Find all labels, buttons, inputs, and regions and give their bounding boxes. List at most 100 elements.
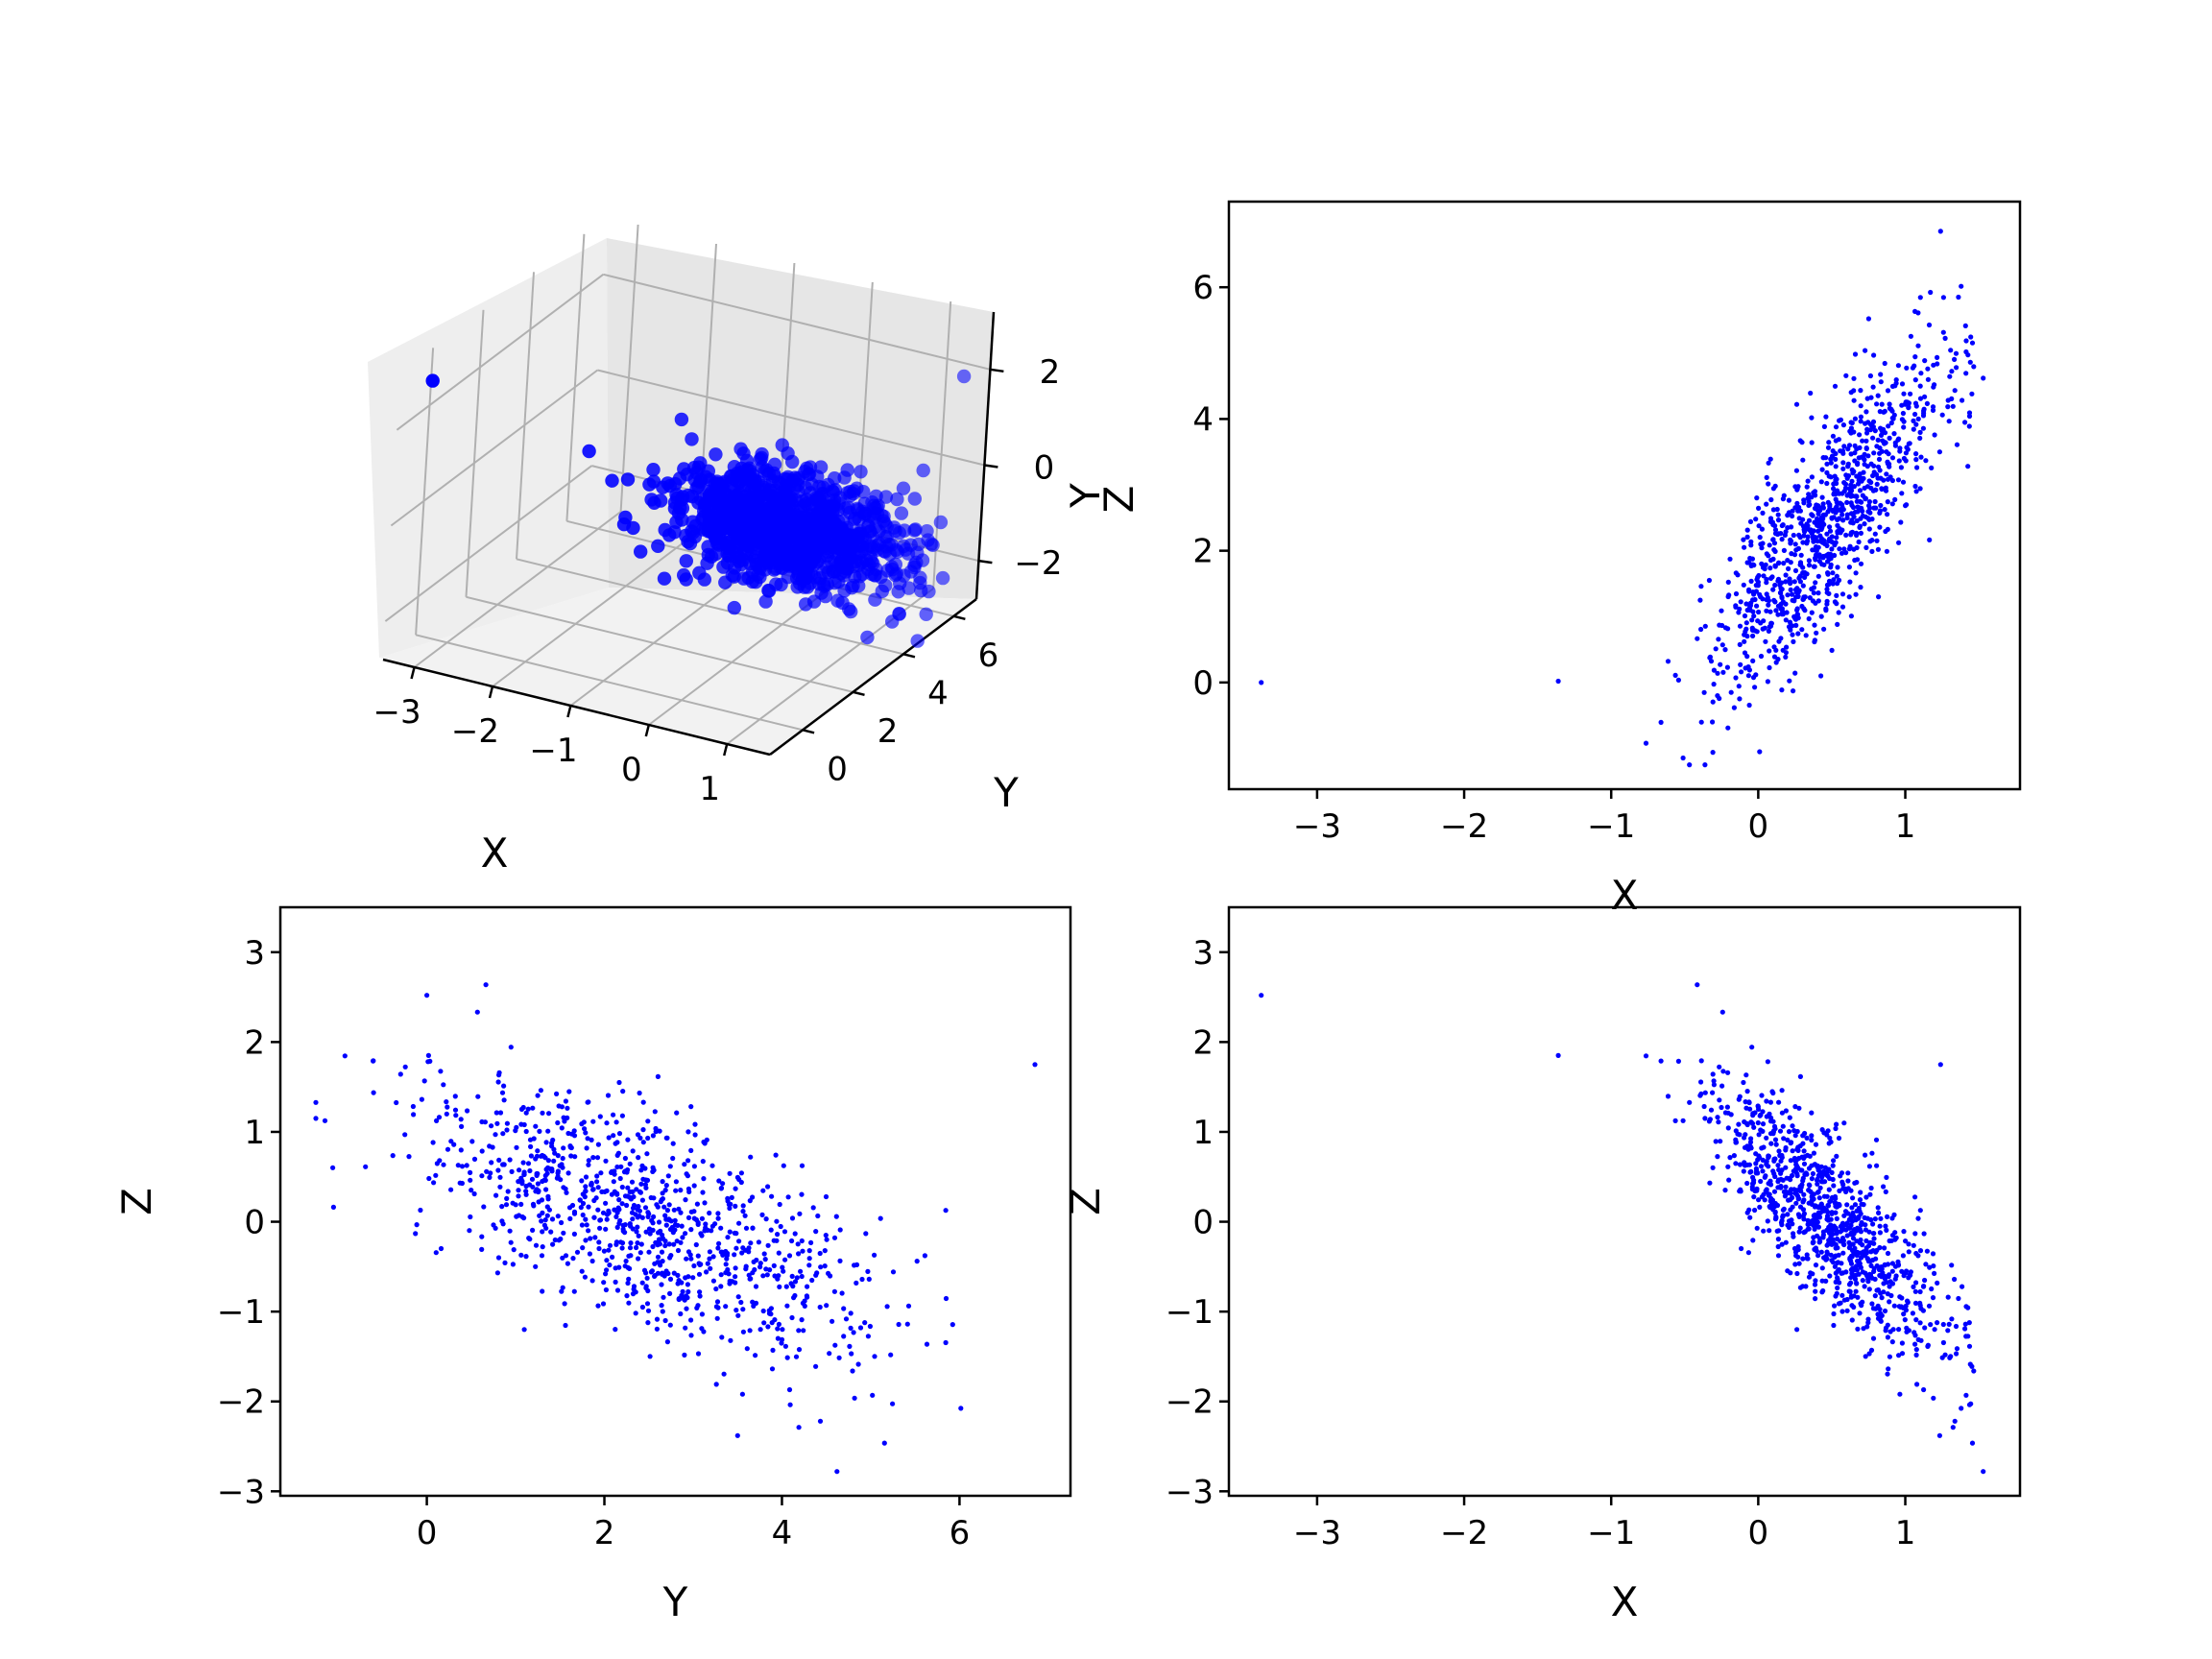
data-point-panel-yz bbox=[636, 1155, 641, 1161]
data-point-panel-yz bbox=[444, 1099, 449, 1105]
data-point-panel-yz bbox=[583, 1130, 589, 1136]
data-point-3d bbox=[651, 539, 665, 553]
data-point-panel-xz bbox=[1701, 1103, 1707, 1110]
data-point-panel-yz bbox=[775, 1335, 781, 1341]
data-point-panel-yz bbox=[630, 1216, 636, 1222]
data-point-panel-xy bbox=[1859, 499, 1864, 505]
data-point-panel-xz bbox=[1839, 1261, 1844, 1266]
data-point-panel-xy bbox=[1789, 551, 1794, 557]
data-point-panel-xz bbox=[1750, 1238, 1756, 1243]
data-point-panel-xz bbox=[1833, 1245, 1839, 1251]
data-point-panel-yz bbox=[613, 1241, 619, 1247]
data-point-3d bbox=[903, 565, 919, 579]
data-point-panel-yz bbox=[589, 1180, 594, 1186]
data-point-panel-yz bbox=[495, 1255, 502, 1261]
data-point-panel-xy bbox=[1847, 543, 1853, 549]
data-point-panel-yz bbox=[638, 1181, 644, 1187]
data-point-panel-xy bbox=[1954, 365, 1960, 371]
data-point-panel-xy bbox=[1753, 517, 1759, 522]
data-point-panel-xz bbox=[1839, 1270, 1844, 1276]
data-point-panel-xy bbox=[1895, 363, 1901, 369]
data-point-panel-xy bbox=[1783, 601, 1789, 607]
data-point-panel-xz bbox=[1783, 1108, 1789, 1114]
data-point-panel-xz bbox=[1775, 1163, 1781, 1168]
data-point-panel-xz bbox=[1852, 1276, 1859, 1282]
data-point-panel-xy bbox=[1905, 446, 1911, 452]
data-point-panel-xz bbox=[1899, 1351, 1906, 1357]
data-point-panel-xy bbox=[1817, 508, 1823, 514]
data-point-panel-xy bbox=[1806, 502, 1812, 509]
data-point-panel-xy bbox=[1738, 661, 1743, 667]
data-point-3d bbox=[875, 584, 889, 599]
data-point-panel-yz bbox=[692, 1121, 698, 1127]
data-point-panel-yz bbox=[611, 1179, 616, 1185]
data-point-panel-xy bbox=[1783, 572, 1789, 578]
data-point-panel-yz bbox=[493, 1132, 498, 1138]
data-point-panel-xy bbox=[1833, 438, 1839, 444]
data-point-panel-yz bbox=[629, 1179, 636, 1185]
data-point-panel-xz bbox=[1960, 1284, 1965, 1289]
data-point-panel-xy bbox=[1915, 343, 1921, 349]
data-point-panel-xz bbox=[1725, 1164, 1731, 1169]
data-point-panel-xy bbox=[1858, 414, 1863, 420]
data-point-panel-xz bbox=[1835, 1275, 1840, 1281]
data-point-panel-xz bbox=[1959, 1406, 1964, 1411]
data-point-panel-xz bbox=[1826, 1187, 1832, 1192]
data-point-panel-yz bbox=[627, 1194, 633, 1200]
data-point-panel-xz bbox=[1717, 1064, 1722, 1070]
data-point-panel-xz bbox=[1756, 1153, 1762, 1159]
grid-line-3d bbox=[384, 465, 593, 622]
data-point-panel-yz bbox=[637, 1090, 642, 1096]
data-point-panel-yz bbox=[797, 1211, 803, 1216]
data-point-panel-yz bbox=[419, 1096, 424, 1102]
data-point-panel-xz bbox=[1813, 1262, 1819, 1268]
data-point-3d bbox=[824, 554, 838, 569]
data-point-3d bbox=[767, 457, 782, 471]
data-point-panel-yz bbox=[561, 1115, 566, 1120]
data-point-panel-yz bbox=[733, 1245, 739, 1251]
data-point-panel-yz bbox=[685, 1288, 691, 1295]
data-point-panel-xy bbox=[1912, 411, 1918, 418]
x-tick-label-panel-xy: −2 bbox=[1440, 807, 1488, 846]
y-tick-label-panel-xy: 2 bbox=[1192, 533, 1214, 571]
data-point-panel-xz bbox=[1715, 1115, 1720, 1120]
data-point-panel-yz bbox=[843, 1316, 850, 1322]
data-point-panel-xz bbox=[1776, 1099, 1782, 1105]
data-point-panel-yz bbox=[582, 1274, 589, 1280]
data-point-panel-xy bbox=[1792, 615, 1798, 621]
data-point-panel-xz bbox=[1794, 1327, 1800, 1333]
data-point-panel-xy bbox=[1950, 403, 1956, 409]
data-point-panel-yz bbox=[411, 1112, 417, 1118]
data-point-panel-xz bbox=[1815, 1253, 1821, 1259]
data-point-panel-yz bbox=[421, 1078, 427, 1084]
data-point-3d bbox=[910, 634, 925, 648]
data-point-panel-yz bbox=[685, 1129, 691, 1135]
data-point-panel-xy bbox=[1821, 423, 1827, 429]
data-point-panel-xz bbox=[1889, 1268, 1895, 1274]
data-point-panel-yz bbox=[700, 1159, 706, 1165]
data-point-panel-yz bbox=[540, 1244, 545, 1250]
data-point-panel-yz bbox=[601, 1248, 608, 1254]
data-point-panel-yz bbox=[592, 1235, 598, 1240]
data-point-panel-yz bbox=[556, 1238, 562, 1243]
data-point-panel-xz bbox=[1766, 1181, 1771, 1187]
points-panel-yz bbox=[313, 982, 1038, 1475]
data-point-panel-yz bbox=[784, 1355, 790, 1360]
data-point-panel-yz bbox=[756, 1239, 762, 1245]
data-point-panel-xy bbox=[1874, 444, 1880, 449]
data-point-panel-yz bbox=[789, 1238, 795, 1244]
data-point-panel-yz bbox=[757, 1261, 763, 1266]
data-point-panel-xz bbox=[1741, 1168, 1746, 1174]
data-point-panel-yz bbox=[452, 1107, 459, 1113]
data-point-panel-yz bbox=[519, 1181, 525, 1187]
data-point-panel-xz bbox=[1827, 1135, 1833, 1141]
data-point-panel-xy bbox=[1930, 404, 1936, 410]
data-point-panel-xy bbox=[1826, 582, 1832, 588]
data-point-panel-yz bbox=[613, 1141, 618, 1146]
data-point-3d bbox=[701, 524, 715, 539]
data-point-panel-yz bbox=[609, 1169, 614, 1175]
data-point-panel-xy bbox=[1872, 498, 1878, 505]
data-point-panel-xz bbox=[1883, 1223, 1888, 1229]
data-point-panel-xz bbox=[1936, 1432, 1942, 1438]
data-point-panel-xy bbox=[1882, 360, 1887, 367]
